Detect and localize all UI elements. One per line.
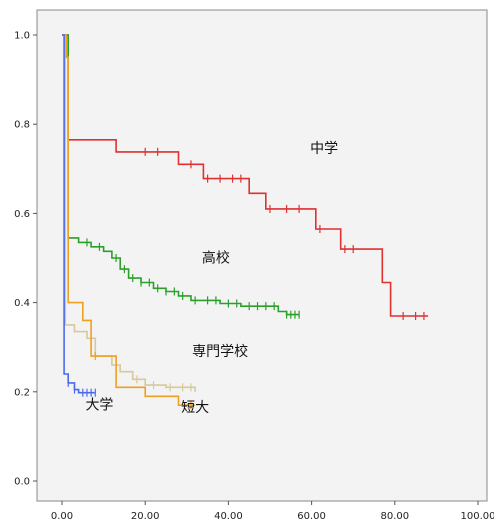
y-tick-label: 0.4 [14, 298, 30, 309]
series-line [62, 34, 300, 316]
x-tick-label: 40.00 [214, 511, 243, 522]
series-line [62, 34, 196, 392]
series-label: 短大 [181, 400, 209, 416]
series-layer [62, 34, 429, 410]
y-tick-label: 0.0 [14, 477, 30, 488]
x-tick-label: 100.00 [461, 511, 494, 522]
series-0 [62, 34, 429, 320]
series-label: 大学 [85, 398, 113, 414]
plot-area [36, 9, 488, 502]
series-line [62, 34, 96, 394]
axes: 0.0 0.2 0.4 0.6 0.8 1.0 0.00 20.00 40.00 60.00 80.… [14, 31, 494, 523]
series-label: 高校 [202, 249, 230, 266]
series-line [62, 34, 196, 407]
series-line [62, 34, 429, 317]
y-tick-label: 0.2 [14, 387, 30, 398]
series-2 [62, 34, 196, 392]
x-tick-label: 60.00 [297, 511, 326, 522]
series-4 [62, 34, 96, 397]
x-tick-label: 0.00 [51, 511, 73, 522]
series-3 [62, 34, 196, 410]
series-label: 専門学校 [192, 343, 248, 360]
y-tick-label: 1.0 [14, 31, 30, 42]
x-tick-label: 80.00 [380, 511, 409, 522]
series-1 [62, 34, 300, 319]
x-tick-label: 20.00 [131, 511, 160, 522]
series-label: 中学 [310, 141, 338, 157]
y-tick-label: 0.8 [14, 120, 30, 131]
y-tick-label: 0.6 [14, 209, 30, 220]
